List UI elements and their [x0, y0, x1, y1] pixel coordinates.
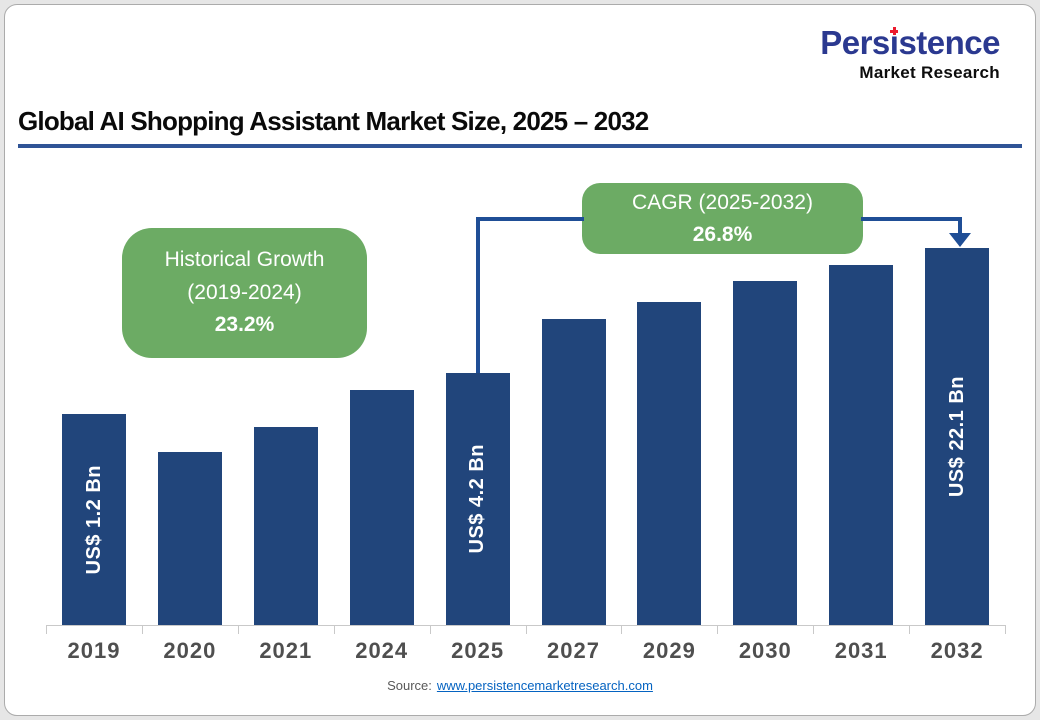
- x-axis-tick: [813, 625, 815, 634]
- bar-2019: US$ 1.2 Bn: [62, 414, 126, 625]
- historical-growth-callout: Historical Growth (2019-2024) 23.2%: [122, 228, 367, 358]
- x-axis-tick: [1005, 625, 1007, 634]
- x-axis-tick: [525, 625, 527, 634]
- x-axis-label-2024: 2024: [355, 638, 409, 663]
- x-axis-label-2019: 2019: [67, 638, 121, 663]
- cagr-value: 26.8%: [692, 222, 753, 246]
- source-link[interactable]: www.persistencemarketresearch.com: [436, 678, 653, 693]
- x-axis-label-2029: 2029: [642, 638, 696, 663]
- bar-2029: [637, 302, 702, 625]
- logo-text-post: stence: [898, 24, 1000, 61]
- cagr-label: CAGR (2025-2032): [632, 191, 813, 214]
- cagr-connector-right-horizontal: [861, 217, 962, 221]
- logo-letter-i-glyph: ı: [889, 24, 899, 61]
- page-title: Global AI Shopping Assistant Market Size…: [18, 106, 649, 136]
- bar-value-label-2025: US$ 4.2 Bn: [466, 444, 489, 554]
- bar-2027: [541, 319, 606, 625]
- x-axis-tick: [141, 625, 143, 634]
- logo-red-cross-icon: [890, 27, 899, 35]
- cagr-connector-left-vertical: [476, 217, 480, 374]
- cagr-connector-left-horizontal: [476, 217, 584, 221]
- bar-2020: [157, 452, 222, 625]
- x-axis-label-2031: 2031: [834, 638, 888, 663]
- historical-growth-range: (2019-2024): [187, 280, 302, 304]
- x-axis-tick: [46, 625, 48, 634]
- title-underline: [18, 144, 1022, 148]
- bar-2021: [253, 427, 318, 625]
- logo-letter-i: ı: [889, 24, 899, 61]
- bar-2025: US$ 4.2 Bn: [445, 373, 510, 625]
- brand-logo: Persı stence Market Research: [820, 24, 1000, 83]
- x-axis-label-2020: 2020: [163, 638, 217, 663]
- x-axis-line: [46, 625, 1005, 626]
- bar-2030: [733, 281, 798, 625]
- x-axis-tick: [333, 625, 335, 634]
- bar-2032: US$ 22.1 Bn: [925, 248, 990, 625]
- cagr-callout: CAGR (2025-2032) 26.8%: [582, 183, 863, 254]
- x-axis-tick: [429, 625, 431, 634]
- x-axis-tick: [621, 625, 623, 634]
- x-axis-label-2021: 2021: [259, 638, 313, 663]
- cagr-connector-right-vertical: [958, 217, 962, 235]
- x-axis-label-2032: 2032: [930, 638, 984, 663]
- x-axis-tick: [237, 625, 239, 634]
- arrow-down-icon: [949, 233, 971, 247]
- bar-value-label-2019: US$ 1.2 Bn: [82, 464, 105, 575]
- x-axis-label-2030: 2030: [738, 638, 792, 663]
- source-label: Source:: [387, 678, 432, 693]
- logo-tagline: Market Research: [859, 62, 1000, 82]
- historical-growth-value: 23.2%: [214, 313, 275, 337]
- x-axis-tick: [909, 625, 911, 634]
- logo-text-pre: Pers: [820, 24, 890, 61]
- x-axis-tick: [717, 625, 719, 634]
- x-axis-label-2027: 2027: [547, 638, 600, 663]
- bar-2024: [349, 390, 414, 625]
- x-axis-label-2025: 2025: [451, 638, 505, 663]
- bar-value-label-2032: US$ 22.1 Bn: [945, 375, 968, 498]
- source-line: Source: www.persistencemarketresearch.com: [0, 678, 1040, 693]
- logo-wordmark: Persı stence: [820, 24, 1000, 61]
- historical-growth-label: Historical Growth: [164, 248, 325, 272]
- bar-2031: [829, 265, 894, 625]
